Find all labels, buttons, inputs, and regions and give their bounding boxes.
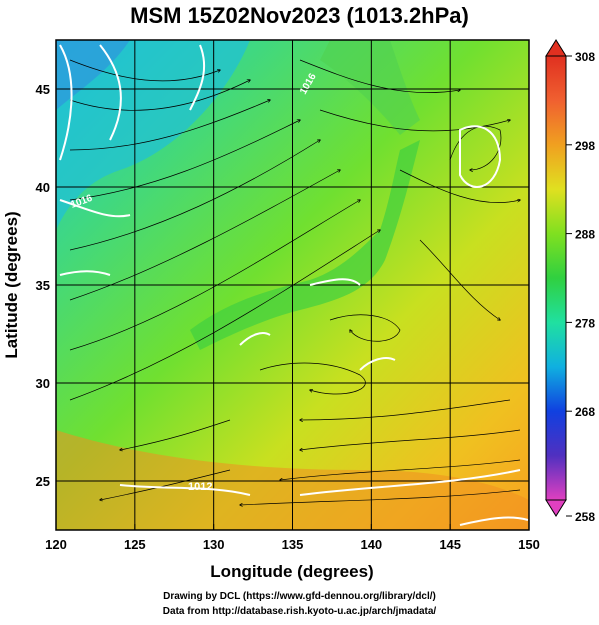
x-tick-label: 150 [518, 537, 540, 552]
y-tick-label: 40 [36, 180, 50, 195]
x-tick-label: 125 [124, 537, 146, 552]
map-title: MSM 15Z02Nov2023 (1013.2hPa) [130, 3, 469, 28]
y-tick-label: 30 [36, 376, 50, 391]
y-axis-ticks: 25 30 35 40 45 [36, 82, 62, 489]
y-axis-title: Latitude (degrees) [2, 211, 21, 358]
x-tick-label: 140 [360, 537, 382, 552]
colorbar-tick-label: 298 [575, 139, 595, 153]
colorbar-tick-label: 308 [575, 50, 595, 64]
colorbar-tick-label: 288 [575, 228, 595, 242]
credit-line-1: Drawing by DCL (https://www.gfd-dennou.o… [163, 591, 436, 602]
x-tick-label: 145 [439, 537, 461, 552]
colorbar-tick-label: 258 [575, 510, 595, 524]
x-axis-ticks: 120 125 130 135 140 145 150 [45, 524, 540, 552]
colorbar: 308 298 288 278 268 258 [545, 39, 595, 524]
y-tick-label: 25 [36, 474, 50, 489]
y-tick-label: 35 [36, 278, 50, 293]
x-tick-label: 120 [45, 537, 67, 552]
contour-label: 1012 [188, 481, 212, 493]
colorbar-tick-label: 268 [575, 405, 595, 419]
credit-line-2: Data from http://database.rish.kyoto-u.a… [162, 606, 437, 617]
colorbar-tick-label: 278 [575, 316, 595, 330]
wind-streamlines [69, 59, 520, 505]
x-tick-label: 130 [203, 537, 225, 552]
x-tick-label: 135 [282, 537, 304, 552]
isobars [59, 44, 529, 526]
y-tick-label: 45 [36, 82, 50, 97]
x-axis-title: Longitude (degrees) [210, 562, 373, 581]
